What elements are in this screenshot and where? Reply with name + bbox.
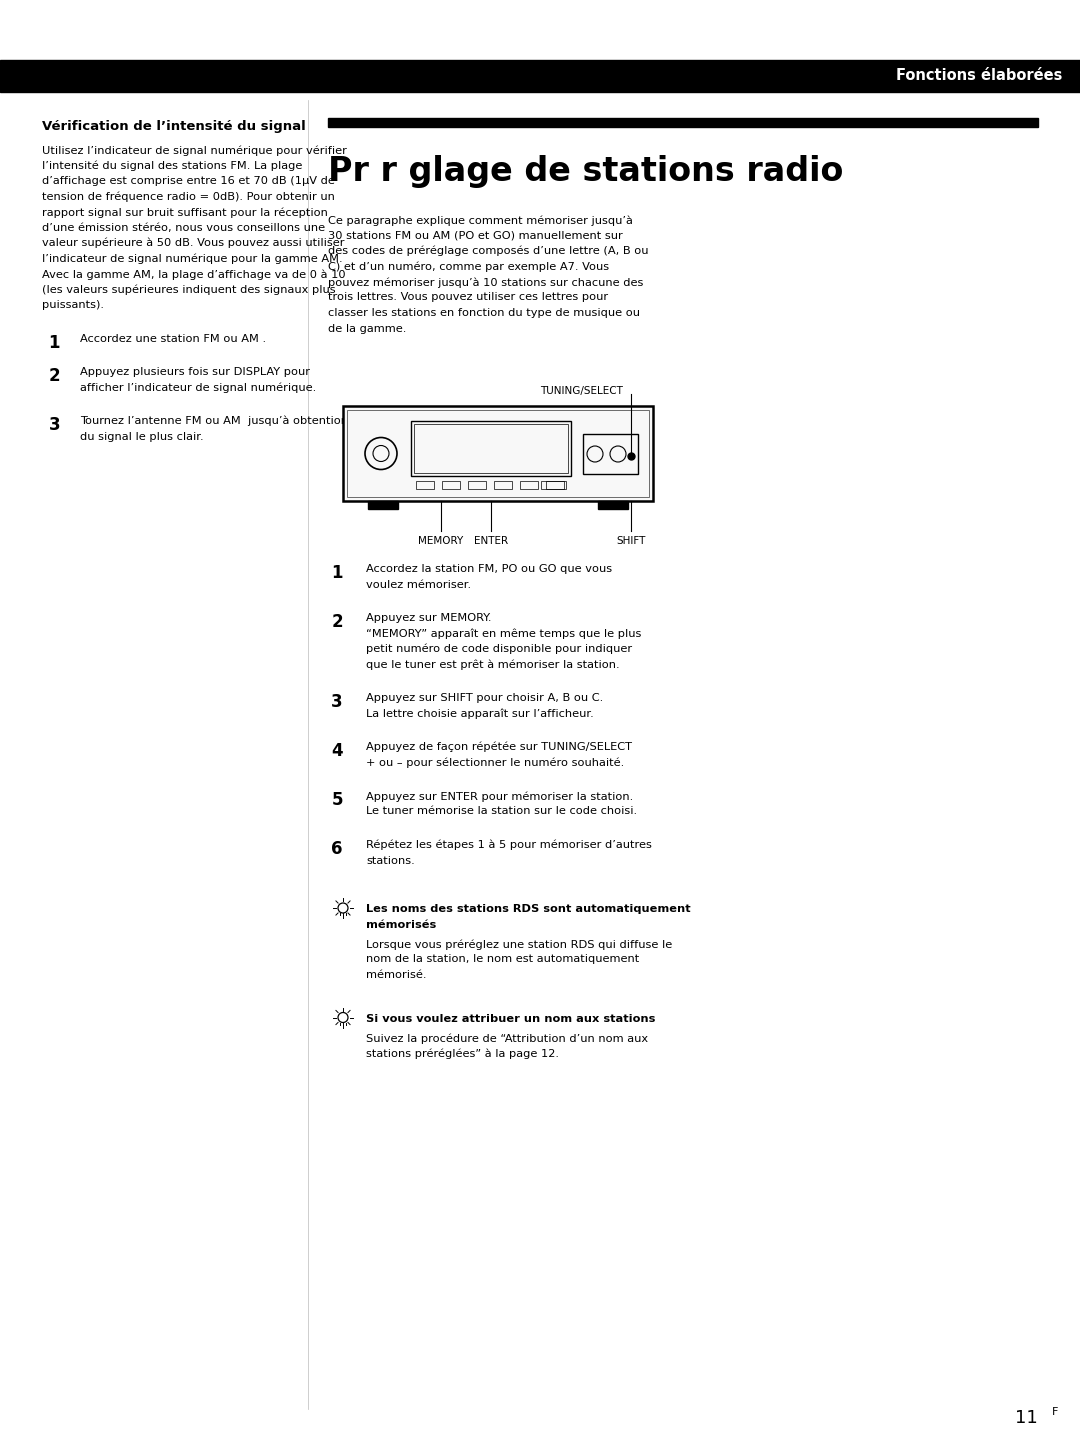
Bar [416, 481, 434, 489]
Text: ENTER: ENTER [474, 535, 508, 545]
Text: Répétez les étapes 1 à 5 pour mémoriser d’autres: Répétez les étapes 1 à 5 pour mémoriser … [366, 840, 652, 850]
Text: stations.: stations. [366, 856, 415, 865]
Text: tension de fréquence radio = 0dB). Pour obtenir un: tension de fréquence radio = 0dB). Pour … [42, 191, 335, 201]
Bar [442, 481, 460, 489]
Bar [343, 406, 653, 501]
Text: de la gamme.: de la gamme. [328, 324, 406, 334]
Bar [598, 501, 627, 509]
Text: pouvez mémoriser jusqu’à 10 stations sur chacune des: pouvez mémoriser jusqu’à 10 stations sur… [328, 276, 644, 288]
Text: Tournez l’antenne FM ou AM  jusqu’à obtention: Tournez l’antenne FM ou AM jusqu’à obten… [80, 416, 348, 426]
Text: classer les stations en fonction du type de musique ou: classer les stations en fonction du type… [328, 308, 640, 318]
Text: 30 stations FM ou AM (PO et GO) manuellement sur: 30 stations FM ou AM (PO et GO) manuelle… [328, 230, 623, 240]
Bar [519, 481, 538, 489]
Text: SHIFT: SHIFT [617, 535, 646, 545]
Text: l’intensité du signal des stations FM. La plage: l’intensité du signal des stations FM. L… [42, 161, 302, 171]
Bar [328, 118, 1038, 127]
Text: Accordez la station FM, PO ou GO que vous: Accordez la station FM, PO ou GO que vou… [366, 564, 612, 574]
Text: Les noms des stations RDS sont automatiquement: Les noms des stations RDS sont automatiq… [366, 904, 690, 914]
Bar [494, 481, 512, 489]
Text: Ce paragraphe explique comment mémoriser jusqu’à: Ce paragraphe explique comment mémoriser… [328, 214, 633, 226]
Text: Appuyez sur MEMORY.: Appuyez sur MEMORY. [366, 613, 491, 623]
Text: Suivez la procédure de “Attribution d’un nom aux: Suivez la procédure de “Attribution d’un… [366, 1033, 648, 1043]
Text: “MEMORY” apparaît en même temps que le plus: “MEMORY” apparaît en même temps que le p… [366, 629, 642, 639]
Bar [411, 422, 571, 476]
Text: Fonctions élaborées: Fonctions élaborées [895, 69, 1062, 83]
Text: stations préréglées” à la page 12.: stations préréglées” à la page 12. [366, 1049, 559, 1059]
Text: du signal le plus clair.: du signal le plus clair. [80, 432, 204, 442]
Text: Le tuner mémorise la station sur le code choisi.: Le tuner mémorise la station sur le code… [366, 806, 637, 816]
Text: valeur supérieure à 50 dB. Vous pouvez aussi utiliser: valeur supérieure à 50 dB. Vous pouvez a… [42, 237, 345, 249]
Bar [583, 435, 638, 473]
Text: mémorisé.: mémorisé. [366, 970, 427, 980]
Text: MEMORY: MEMORY [418, 535, 463, 545]
Text: afficher l’indicateur de signal numérique.: afficher l’indicateur de signal numériqu… [80, 383, 316, 393]
Text: F: F [1052, 1407, 1058, 1417]
Text: + ou – pour sélectionner le numéro souhaité.: + ou – pour sélectionner le numéro souha… [366, 757, 624, 768]
Bar [546, 481, 564, 489]
Text: 6: 6 [332, 840, 343, 858]
Bar [414, 425, 568, 473]
Text: Vérification de l’intensité du signal: Vérification de l’intensité du signal [42, 119, 306, 132]
Text: Accordez une station FM ou AM .: Accordez une station FM ou AM . [80, 334, 266, 344]
Text: puissants).: puissants). [42, 299, 104, 309]
Text: 2: 2 [49, 367, 60, 386]
Text: rapport signal sur bruit suffisant pour la réception: rapport signal sur bruit suffisant pour … [42, 207, 328, 217]
Text: voulez mémoriser.: voulez mémoriser. [366, 580, 471, 590]
Bar [0, 60, 1080, 92]
Text: l’indicateur de signal numérique pour la gamme AM.: l’indicateur de signal numérique pour la… [42, 253, 342, 263]
Text: Lorsque vous préréglez une station RDS qui diffuse le: Lorsque vous préréglez une station RDS q… [366, 940, 672, 950]
Text: C) et d’un numéro, comme par exemple A7. Vous: C) et d’un numéro, comme par exemple A7.… [328, 262, 609, 272]
Bar [468, 481, 486, 489]
Text: Avec la gamme AM, la plage d’affichage va de 0 à 10: Avec la gamme AM, la plage d’affichage v… [42, 269, 346, 279]
Text: TUNING/SELECT: TUNING/SELECT [540, 386, 623, 396]
Text: Utilisez l’indicateur de signal numérique pour vérifier: Utilisez l’indicateur de signal numériqu… [42, 145, 347, 155]
Text: 1: 1 [49, 334, 60, 351]
Text: 4: 4 [332, 743, 343, 760]
Text: 3: 3 [49, 416, 60, 435]
Text: mémorisés: mémorisés [366, 920, 436, 930]
Bar [368, 501, 399, 509]
Text: 1: 1 [332, 564, 343, 581]
Text: d’une émission stéréo, nous vous conseillons une: d’une émission stéréo, nous vous conseil… [42, 223, 325, 233]
Text: Si vous voulez attribuer un nom aux stations: Si vous voulez attribuer un nom aux stat… [366, 1013, 656, 1023]
Text: Appuyez sur ENTER pour mémoriser la station.: Appuyez sur ENTER pour mémoriser la stat… [366, 791, 633, 802]
Bar [347, 410, 649, 496]
Text: Appuyez sur SHIFT pour choisir A, B ou C.: Appuyez sur SHIFT pour choisir A, B ou C… [366, 694, 604, 704]
Text: 5: 5 [332, 791, 343, 809]
Text: que le tuner est prêt à mémoriser la station.: que le tuner est prêt à mémoriser la sta… [366, 659, 620, 671]
Text: 11: 11 [1015, 1409, 1038, 1427]
Text: 2: 2 [332, 613, 343, 630]
Text: petit numéro de code disponible pour indiquer: petit numéro de code disponible pour ind… [366, 645, 632, 655]
Bar [541, 481, 566, 489]
Text: (les valeurs supérieures indiquent des signaux plus: (les valeurs supérieures indiquent des s… [42, 285, 336, 295]
Text: d’affichage est comprise entre 16 et 70 dB (1μV de: d’affichage est comprise entre 16 et 70 … [42, 176, 335, 186]
Text: Appuyez plusieurs fois sur DISPLAY pour: Appuyez plusieurs fois sur DISPLAY pour [80, 367, 310, 377]
Text: 3: 3 [332, 694, 343, 711]
Text: nom de la station, le nom est automatiquement: nom de la station, le nom est automatiqu… [366, 954, 639, 964]
Text: Appuyez de façon répétée sur TUNING/SELECT: Appuyez de façon répétée sur TUNING/SELE… [366, 743, 632, 753]
Text: des codes de préréglage composés d’une lettre (A, B ou: des codes de préréglage composés d’une l… [328, 246, 648, 256]
Text: Pr r glage de stations radio: Pr r glage de stations radio [328, 155, 843, 189]
Text: La lettre choisie apparaît sur l’afficheur.: La lettre choisie apparaît sur l’affiche… [366, 708, 594, 720]
Text: trois lettres. Vous pouvez utiliser ces lettres pour: trois lettres. Vous pouvez utiliser ces … [328, 292, 608, 302]
